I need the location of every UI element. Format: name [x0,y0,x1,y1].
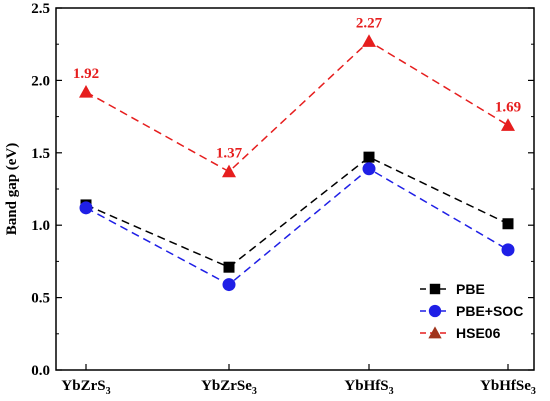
legend-marker [428,304,442,318]
series-pbe [80,151,514,273]
legend-item: PBE [420,281,485,297]
series-hse06: 1.92 1.37 2.27 1.69 [73,15,521,178]
y-tick-label: 1.0 [31,218,50,234]
data-point [363,151,375,163]
x-tick-label: YbHfSe3 [480,378,536,397]
data-point [362,162,376,176]
x-tick-label: YbHfS3 [344,378,393,397]
x-axis: YbZrS3 YbZrSe3 YbHfS3 YbHfSe3 [61,364,536,397]
y-tick-label: 2.5 [31,1,50,17]
data-point [362,34,376,47]
data-label: 1.92 [73,66,99,82]
data-point [502,218,514,230]
legend-label: PBE [456,281,485,297]
data-point [501,243,515,257]
legend-label: PBE+SOC [456,303,523,319]
x-tick-label: YbZrSe3 [201,378,257,397]
y-tick-label: 1.5 [31,146,50,162]
data-point [222,164,236,178]
data-label: 1.69 [495,99,521,115]
y-tick-label: 2.0 [31,73,50,89]
legend-item: PBE+SOC [420,303,523,319]
data-label: 1.37 [216,146,243,162]
y-tick-label: 0.0 [31,363,50,379]
series-line [85,167,509,286]
y-axis: 0.0 0.5 1.0 1.5 2.0 2.5 [31,1,534,379]
data-point [501,118,515,131]
legend-marker [428,326,442,339]
data-label: 2.27 [356,15,383,31]
legend: PBE PBE+SOC HSE06 [420,281,523,341]
data-point [79,201,93,215]
series-line [85,40,509,173]
x-tick-label: YbZrS3 [61,378,110,397]
legend-label: HSE06 [456,325,501,341]
y-axis-title: Band gap (eV) [4,143,20,236]
legend-item: HSE06 [420,325,501,341]
y-tick-label: 0.5 [31,291,50,307]
series-pbe-soc [79,162,515,292]
legend-marker [429,283,441,295]
data-point [223,261,235,273]
series-group: 1.92 1.37 2.27 1.69 [73,15,521,292]
data-point [222,278,236,292]
data-point [79,84,93,98]
